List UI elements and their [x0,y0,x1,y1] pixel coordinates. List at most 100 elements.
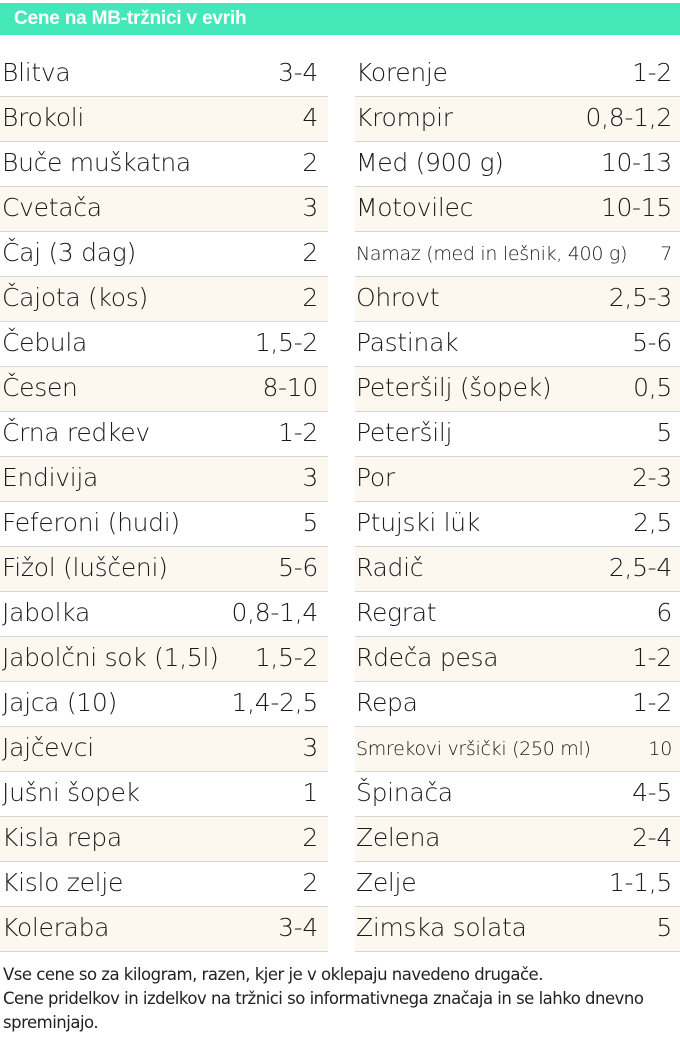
table-row: Jajčevci 3 [0,727,328,772]
item-price: 5 [656,913,672,942]
item-price: 2,5-3 [608,283,672,312]
item-name: Kisla repa [2,823,122,852]
footnote-line-2: Cene pridelkov in izdelkov na tržnici so… [3,989,644,1032]
item-name: Jabolčni sok (1,5l) [2,643,219,672]
item-price: 0,8-1,2 [585,103,673,132]
table-row: Buče muškatna 2 [0,142,328,187]
table-row: Rdeča pesa 1-2 [355,637,680,682]
table-row: Kisla repa 2 [0,817,328,862]
item-name: Blitva [2,58,71,87]
table-row: Jušni šopek 1 [0,772,328,817]
table-row: Jabolka 0,8-1,4 [0,592,328,637]
table-row: Čajota (kos) 2 [0,277,328,322]
item-price: 5-6 [632,328,672,357]
item-name: Čebula [2,328,88,357]
table-row: Špinača 4-5 [355,772,680,817]
table-row: Črna redkev 1-2 [0,412,328,457]
item-name: Jabolka [2,598,91,627]
item-price: 1-1,5 [608,868,672,897]
table-row: Por 2-3 [355,457,680,502]
item-price: 1 [302,778,318,807]
table-row: Endivija 3 [0,457,328,502]
table-row: Repa 1-2 [355,682,680,727]
table-row: Zelje 1-1,5 [355,862,680,907]
table-row: Pastinak 5-6 [355,322,680,367]
item-price: 1,5-2 [254,643,318,672]
table-row: Smrekovi vršički (250 ml) 10 [355,727,680,772]
item-name: Pastinak [356,328,459,357]
item-name: Korenje [356,58,448,87]
item-price: 1,5-2 [254,328,318,357]
table-row: Regrat 6 [355,592,680,637]
table-row: Ohrovt 2,5-3 [355,277,680,322]
item-name: Špinača [356,778,453,807]
footnote-line-1: Vse cene so za kilogram, razen, kjer je … [3,965,543,984]
item-price: 6 [656,598,672,627]
item-name: Fižol (luščeni) [2,553,168,582]
table-row: Zimska solata 5 [355,907,680,952]
item-name: Kislo zelje [2,868,124,897]
item-price: 2 [302,238,318,267]
item-name: Med (900 g) [356,148,504,177]
item-price: 10-15 [600,193,672,222]
item-name: Rdeča pesa [356,643,499,672]
table-row: Čebula 1,5-2 [0,322,328,367]
page-title: Cene na MB-tržnici v evrih [14,8,247,29]
item-price: 2 [302,823,318,852]
item-name: Regrat [356,598,437,627]
item-name: Feferoni (hudi) [2,508,180,537]
item-name: Čajota (kos) [2,283,148,312]
item-name: Buče muškatna [2,148,191,177]
item-price: 2,5-4 [608,553,672,582]
item-price: 5 [302,508,318,537]
item-price: 3 [302,733,318,762]
item-price: 1-2 [632,643,672,672]
item-price: 2,5 [633,508,672,537]
table-row: Peteršilj (šopek) 0,5 [355,367,680,412]
item-price: 1,4-2,5 [231,688,319,717]
item-price: 5 [656,418,672,447]
item-price: 8-10 [262,373,318,402]
item-name: Zelena [356,823,441,852]
table-row: Krompir 0,8-1,2 [355,97,680,142]
item-price: 0,5 [633,373,672,402]
item-price: 3-4 [278,913,318,942]
table-row: Kislo zelje 2 [0,862,328,907]
item-price: 3-4 [278,58,318,87]
table-row: Feferoni (hudi) 5 [0,502,328,547]
item-name: Zimska solata [356,913,527,942]
item-name: Jajčevci [2,733,94,762]
item-name: Namaz (med in lešnik, 400 g) [356,243,628,265]
table-row: Koleraba 3-4 [0,907,328,952]
item-price: 10 [648,738,672,760]
table-row: Zelena 2-4 [355,817,680,862]
table-row: Namaz (med in lešnik, 400 g) 7 [355,232,680,277]
table-row: Peteršilj 5 [355,412,680,457]
table-row: Med (900 g) 10-13 [355,142,680,187]
item-price: 10-13 [600,148,672,177]
item-price: 2-4 [632,823,672,852]
item-name: Peteršilj [356,418,453,447]
table-row: Ptujski lük 2,5 [355,502,680,547]
table-row: Radič 2,5-4 [355,547,680,592]
item-name: Jajca (10) [2,688,117,717]
table-row: Blitva 3-4 [0,52,328,97]
item-name: Ohrovt [356,283,440,312]
item-price: 1-2 [632,688,672,717]
item-name: Por [356,463,395,492]
table-row: Fižol (luščeni) 5-6 [0,547,328,592]
item-price: 5-6 [278,553,318,582]
item-price: 7 [660,243,672,265]
item-price: 3 [302,463,318,492]
item-price: 4-5 [632,778,672,807]
item-name: Čaj (3 dag) [2,238,136,267]
item-price: 1-2 [632,58,672,87]
item-name: Jušni šopek [2,778,140,807]
table-row: Brokoli 4 [0,97,328,142]
item-price: 2-3 [632,463,672,492]
item-name: Zelje [356,868,417,897]
table-row: Čaj (3 dag) 2 [0,232,328,277]
item-price: 2 [302,868,318,897]
item-name: Endivija [2,463,99,492]
table-row: Motovilec 10-15 [355,187,680,232]
